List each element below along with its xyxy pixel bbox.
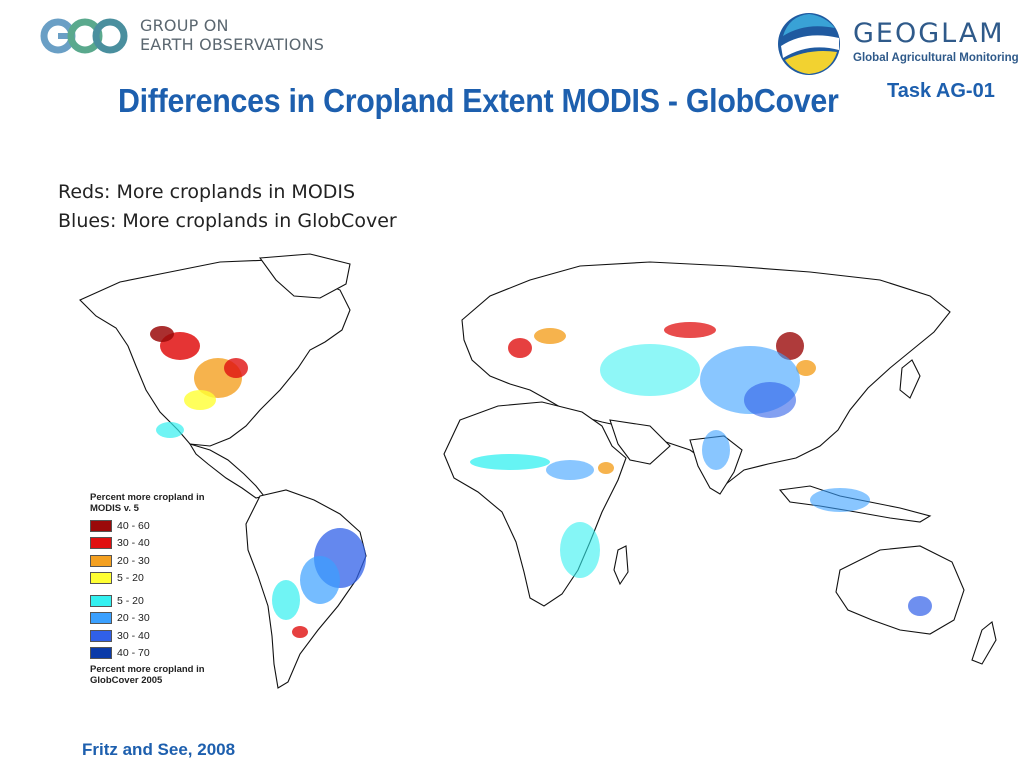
modis-legend-swatch bbox=[90, 572, 112, 585]
globcover-legend-swatch bbox=[90, 647, 112, 660]
modis-legend-swatch bbox=[90, 554, 112, 567]
world-map bbox=[79, 253, 997, 689]
new-zealand bbox=[971, 621, 997, 665]
map-legend: Percent more cropland in MODIS v. 5 40 -… bbox=[90, 492, 210, 689]
modis-legend-label: 5 - 20 bbox=[117, 572, 144, 585]
legend-globcover-group: 5 - 20 20 - 30 30 - 40 40 - 70 bbox=[90, 592, 210, 662]
arabia bbox=[609, 419, 671, 465]
modis-legend-swatch bbox=[90, 537, 112, 550]
modis-legend-swatch bbox=[90, 519, 112, 532]
modis-legend-label: 30 - 40 bbox=[117, 537, 150, 550]
subtitle-reds: Reds: More croplands in MODIS bbox=[58, 181, 356, 203]
globcover-legend-swatch bbox=[90, 629, 112, 642]
globcover-legend-item: 20 - 30 bbox=[90, 610, 210, 628]
globcover-legend-swatch bbox=[90, 612, 112, 625]
globcover-legend-swatch bbox=[90, 594, 112, 607]
geo-logo-icon bbox=[40, 18, 128, 54]
globcover-legend-item: 40 - 70 bbox=[90, 645, 210, 663]
citation: Fritz and See, 2008 bbox=[82, 740, 236, 759]
modis-legend-item: 30 - 40 bbox=[90, 535, 210, 553]
africa bbox=[443, 401, 627, 607]
subtitle-blues: Blues: More croplands in GlobCover bbox=[58, 210, 397, 232]
greenland bbox=[258, 253, 351, 299]
geoglam-logo: GEOGLAM Global Agricultural Monitoring bbox=[775, 10, 1020, 80]
globcover-legend-label: 40 - 70 bbox=[117, 647, 150, 660]
australia bbox=[835, 545, 965, 635]
page-title: Differences in Cropland Extent MODIS - G… bbox=[118, 82, 839, 119]
legend-modis-group: 40 - 60 30 - 40 20 - 30 5 - 20 bbox=[90, 517, 210, 587]
globcover-legend-label: 30 - 40 bbox=[117, 629, 150, 642]
modis-legend-label: 20 - 30 bbox=[117, 554, 150, 567]
geo-logo-line1: GROUP ON bbox=[140, 16, 229, 35]
subtitle: Reds: More croplands in MODIS Blues: Mor… bbox=[58, 178, 397, 236]
modis-patches bbox=[150, 322, 816, 638]
geoglam-name: GEOGLAM bbox=[853, 18, 1005, 49]
central-america bbox=[188, 443, 265, 499]
modis-legend-item: 20 - 30 bbox=[90, 552, 210, 570]
modis-legend-item: 5 - 20 bbox=[90, 570, 210, 588]
legend-header-modis: Percent more cropland in MODIS v. 5 bbox=[90, 492, 205, 514]
geoglam-globe-icon bbox=[778, 13, 840, 75]
globcover-patches bbox=[156, 344, 932, 620]
modis-legend-item: 40 - 60 bbox=[90, 517, 210, 535]
legend-header-globcover: Percent more cropland in GlobCover 2005 bbox=[90, 664, 205, 686]
globcover-legend-label: 20 - 30 bbox=[117, 612, 150, 625]
globcover-legend-item: 5 - 20 bbox=[90, 592, 210, 610]
task-label: Task AG-01 bbox=[887, 80, 995, 102]
madagascar bbox=[613, 545, 629, 586]
geo-logo-line2: EARTH OBSERVATIONS bbox=[140, 35, 325, 54]
modis-legend-label: 40 - 60 bbox=[117, 519, 150, 532]
geo-logo: GROUP ON EARTH OBSERVATIONS bbox=[40, 14, 340, 58]
globcover-legend-label: 5 - 20 bbox=[117, 594, 144, 607]
globcover-legend-item: 30 - 40 bbox=[90, 627, 210, 645]
japan bbox=[899, 359, 921, 399]
geoglam-tagline: Global Agricultural Monitoring bbox=[853, 52, 1019, 64]
